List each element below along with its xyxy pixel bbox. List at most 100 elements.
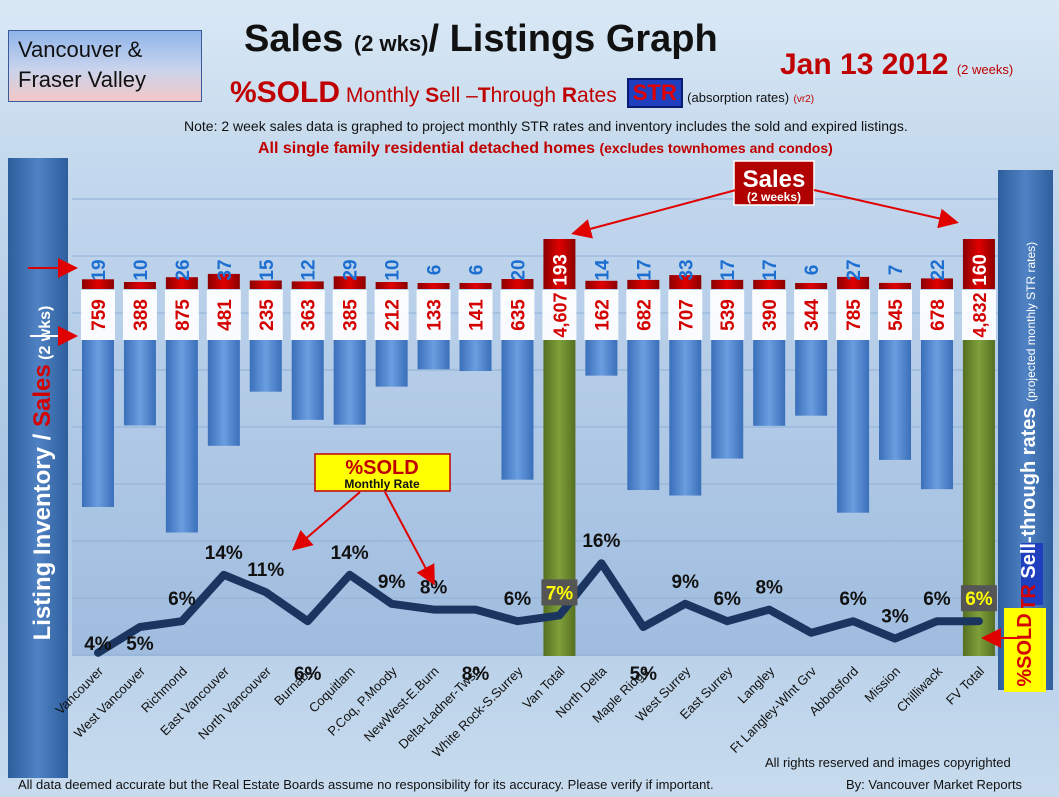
sales-bar — [417, 283, 450, 289]
sales-arrow-left — [571, 189, 737, 239]
sales-value-label: 6 — [802, 265, 823, 276]
sales-value-label: 37 — [215, 259, 236, 280]
sales-value-label: 10 — [131, 259, 152, 280]
title-main: Sales — [244, 18, 354, 60]
sales-value-label: 14 — [592, 259, 613, 281]
inventory-bar — [753, 340, 786, 426]
inventory-bar — [207, 340, 240, 446]
sales-bar — [207, 273, 240, 289]
sales-value-label: 6 — [425, 265, 446, 276]
inventory-value-label: 635 — [508, 299, 529, 331]
inventory-bar — [627, 340, 660, 491]
sales-bar — [543, 239, 576, 289]
sales-bar — [375, 282, 408, 289]
sales-value-label: 29 — [341, 259, 362, 280]
date-note: (2 weeks) — [956, 62, 1014, 77]
inventory-value-label: 481 — [215, 299, 236, 331]
inventory-bar — [165, 340, 198, 533]
pct-label: 14% — [205, 543, 243, 564]
subtitle-monthly: Monthly — [340, 84, 426, 107]
pct-label: 14% — [331, 543, 369, 564]
sales-bar — [459, 283, 492, 289]
pct-label: 5% — [126, 634, 154, 655]
sales-bar — [962, 239, 995, 289]
x-tick-label: North Vancouver — [195, 663, 274, 742]
inventory-value-label: 162 — [592, 299, 613, 331]
label-cell — [80, 290, 115, 340]
sales-callout-title: Sales — [743, 166, 806, 193]
pct-label: 9% — [378, 572, 406, 593]
inventory-value-label: 390 — [760, 299, 781, 331]
sales-value-label: 20 — [508, 259, 529, 280]
x-tick-label: NewWest-E.Burn — [361, 664, 442, 745]
sold-callout-box — [314, 453, 451, 492]
title-rest: / Listings Graph — [428, 18, 718, 60]
inventory-value-label: 759 — [89, 299, 110, 331]
pct-labels: 4% 5%6%14%11%6%14%9% 8%8%6% 7%16%5%9%6%8%6%… — [84, 531, 997, 685]
label-cell — [332, 290, 367, 340]
label-cell — [710, 290, 745, 340]
label-cell — [542, 290, 577, 340]
label-cell — [374, 290, 409, 340]
inventory-value-label: 539 — [718, 299, 739, 331]
sales-value-label: 27 — [844, 259, 865, 280]
inventory-value-label: 785 — [844, 299, 865, 331]
inventory-value-label: 133 — [425, 299, 446, 331]
sales-bar — [585, 280, 618, 289]
x-tick-label: FV Total — [943, 663, 987, 707]
pct-label: 16% — [582, 531, 620, 552]
detached-note: All single family residential detached h… — [258, 140, 833, 158]
x-tick-label: West Vancouver — [71, 663, 149, 741]
inventory-bar — [879, 340, 912, 460]
inventory-value-label: 678 — [928, 299, 949, 331]
sold-callout-sub: Monthly Rate — [344, 477, 420, 491]
chart-title: Sales (2 wks)/ Listings Graph — [244, 18, 718, 61]
label-cell — [416, 290, 451, 340]
inventory-value-label: 212 — [383, 299, 404, 331]
inventory-bar — [669, 340, 702, 496]
subtitle-pct: %SOLD — [230, 76, 341, 109]
subtitle-hrough: hrough — [490, 84, 562, 107]
label-cell — [626, 290, 661, 340]
pct-label: 6% — [168, 589, 196, 610]
pct-label: 9% — [672, 572, 700, 593]
sales-value-label: 15 — [257, 259, 278, 281]
date-label: Jan 13 2012 (2 weeks) — [780, 48, 1013, 82]
inventory-bar — [417, 340, 450, 370]
inventory-value-label: 235 — [257, 299, 278, 331]
pct-label: 4% — [84, 634, 112, 655]
sales-arrow-right — [813, 189, 959, 229]
pct-label: 7% — [546, 583, 574, 604]
inventory-bar — [795, 340, 828, 416]
label-cell — [164, 290, 199, 340]
label-cell — [584, 290, 619, 340]
pct-label: 6% — [923, 589, 951, 610]
sales-bar — [165, 277, 198, 289]
sales-value-label: 7 — [886, 265, 907, 276]
inventory-bar — [123, 340, 156, 426]
inventory-bar — [585, 340, 618, 376]
sales-bar — [249, 280, 282, 289]
sales-value-label: 17 — [760, 259, 781, 280]
inventory-value-label: 388 — [131, 299, 152, 331]
label-cell — [290, 290, 325, 340]
label-cell — [206, 290, 241, 340]
pct-label: 6% — [839, 589, 867, 610]
sales-value-label: 10 — [383, 259, 404, 280]
subtitle-t: T — [477, 84, 491, 107]
inventory-value-label: 4,832 — [970, 292, 990, 337]
label-cell — [961, 290, 996, 340]
sales-bar — [795, 283, 828, 289]
pct-label: 6% — [294, 664, 322, 685]
sales-value-label: 160 — [970, 254, 991, 286]
inventory-bar — [81, 340, 114, 507]
sales-bar — [920, 278, 953, 289]
sales-bar — [333, 276, 366, 289]
chart-note: Note: 2 week sales data is graphed to pr… — [184, 118, 908, 134]
label-cell — [500, 290, 535, 340]
subtitle-dash: – — [466, 84, 478, 107]
pct-label: 8% — [462, 664, 490, 685]
sales-value-label: 19 — [89, 259, 110, 280]
